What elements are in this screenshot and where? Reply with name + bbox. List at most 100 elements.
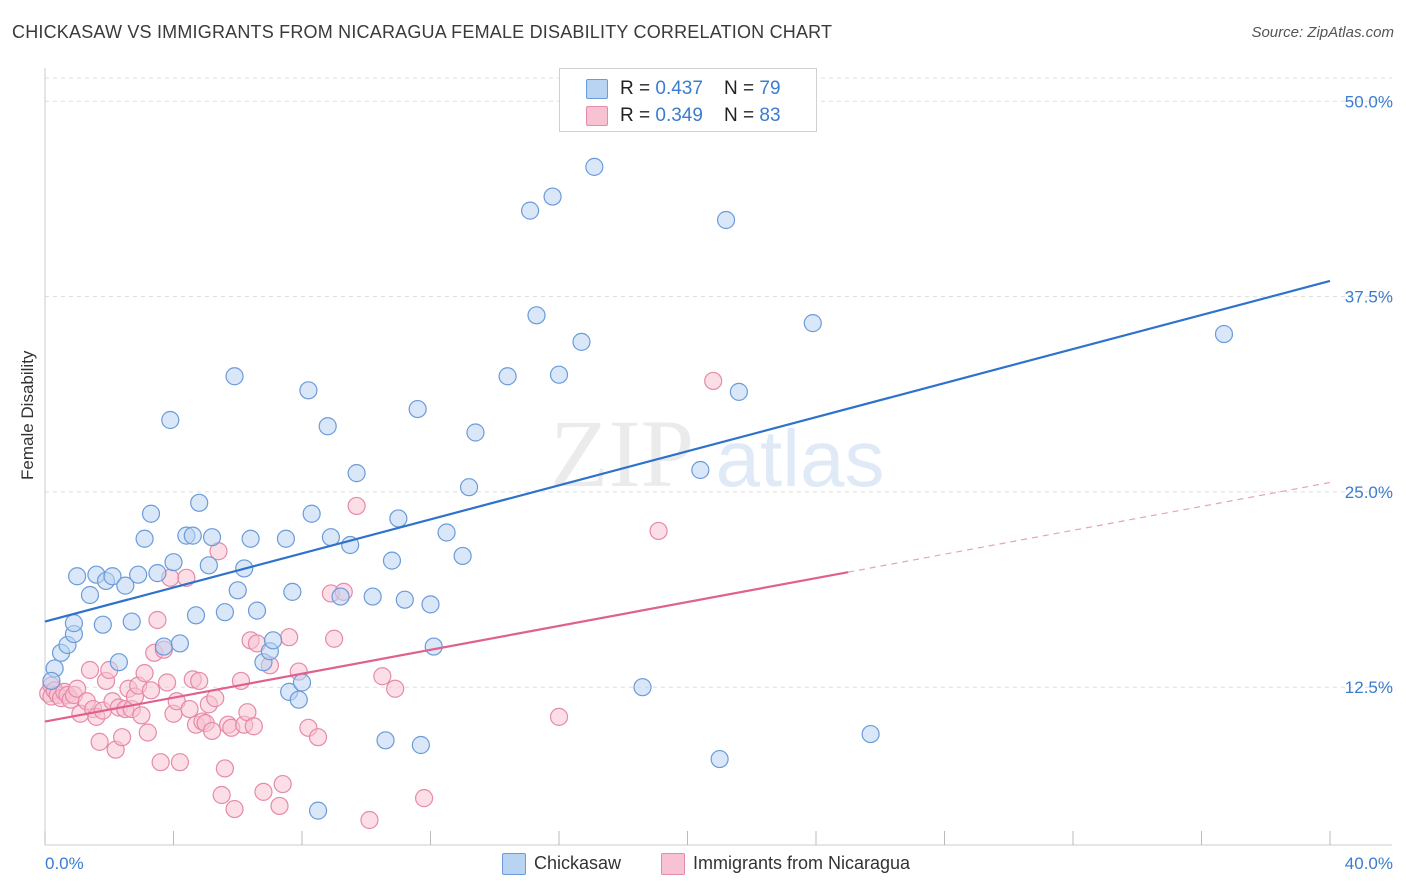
chickasaw-point (421, 595, 440, 614)
nicaragua-point (190, 671, 209, 691)
chickasaw-point (411, 735, 430, 755)
nicaragua-point (215, 759, 234, 778)
y-tick-label: 37.5% (1345, 288, 1393, 307)
nicaragua-point (135, 664, 154, 683)
watermark: ZIP atlas (550, 400, 884, 507)
y-axis-label: Female Disability (18, 350, 37, 480)
chickasaw-point (363, 587, 382, 606)
chickasaw-point (347, 464, 366, 483)
chickasaw-point (116, 576, 135, 595)
chickasaw-point (225, 367, 244, 386)
chickasaw-point (292, 673, 312, 692)
chickasaw-point (241, 529, 260, 548)
nicaragua-point (180, 699, 199, 719)
chickasaw-point (691, 460, 710, 480)
stats-box: R = 0.437 N = 79 R = 0.349 N = 83 (559, 68, 817, 132)
watermark-zip: ZIP (550, 400, 694, 507)
chickasaw-point (283, 582, 302, 601)
chickasaw-point (520, 201, 540, 220)
chickasaw-point (129, 565, 148, 584)
nicaragua-point (325, 629, 344, 648)
chickasaw-point (389, 509, 408, 528)
stats-swatch-pink (586, 106, 608, 126)
nicaragua-point (280, 628, 299, 647)
y-tick-label: 50.0% (1345, 92, 1393, 111)
chickasaw-point (141, 504, 161, 523)
y-tick-label: 12.5% (1345, 678, 1393, 697)
chickasaw-point (64, 614, 84, 633)
x-tick-label: 0.0% (45, 854, 84, 873)
chickasaw-point (263, 631, 283, 650)
trend-line-dashed (848, 481, 1331, 573)
chickasaw-point (148, 564, 167, 583)
axes (44, 68, 1392, 846)
chickasaw-point (318, 417, 337, 436)
stats-n-value: 79 (759, 78, 781, 99)
chickasaw-point (247, 601, 267, 620)
trend-line-solid (44, 571, 849, 723)
chickasaw-point (498, 367, 517, 386)
nicaragua-point (90, 732, 109, 751)
chickasaw-point (710, 749, 729, 769)
chickasaw-point (803, 314, 822, 333)
chickasaw-point (68, 567, 87, 586)
nicaragua-point (244, 717, 263, 736)
nicaragua-point (308, 728, 328, 747)
chickasaw-point (161, 410, 180, 430)
chickasaw-point (164, 553, 183, 572)
nicaragua-point (225, 799, 244, 819)
legend: Chickasaw Immigrants from Nicaragua (0, 852, 1406, 878)
chickasaw-point (190, 493, 209, 512)
chickasaw-point (376, 731, 395, 750)
chickasaw-point (103, 567, 122, 586)
x-tick-label: 40.0% (1345, 854, 1393, 873)
nicaragua-point (347, 496, 366, 516)
legend-swatch-pink (661, 853, 685, 875)
chickasaw-point (154, 637, 173, 656)
chickasaw-point (93, 615, 112, 634)
nicaragua-point (360, 810, 379, 830)
chickasaw-point (572, 332, 591, 351)
stats-n-label: N = (724, 78, 760, 99)
chickasaw-point (459, 478, 479, 497)
chickasaw-point (122, 612, 141, 631)
chickasaw-point (729, 382, 749, 401)
trend-line-solid (44, 279, 1331, 623)
nicaragua-point (549, 707, 569, 726)
nicaragua-point (206, 689, 225, 708)
chickasaw-point (109, 653, 128, 672)
watermark-atlas: atlas (716, 414, 885, 503)
chickasaw-point (308, 801, 328, 820)
stats-r-value: 0.437 (655, 78, 703, 99)
chickasaw-point (276, 529, 296, 548)
chickasaw-point (186, 606, 206, 625)
chickasaw-point (395, 590, 414, 609)
nicaragua-point (112, 728, 132, 747)
stats-r-label: R = (620, 78, 656, 99)
chickasaw-point (549, 365, 569, 384)
chickasaw-point (331, 587, 350, 606)
chickasaw-point (466, 423, 485, 442)
nicaragua-point (414, 789, 434, 808)
chickasaw-point (408, 399, 427, 419)
series-chickasaw-points (42, 157, 1234, 820)
chickasaw-point (215, 603, 234, 622)
chickasaw-point (633, 678, 652, 697)
nicaragua-point (386, 679, 405, 698)
stats-r-value: 0.349 (655, 105, 703, 126)
chickasaw-point (135, 529, 154, 548)
stats-swatch-blue (586, 79, 608, 99)
nicaragua-point (132, 706, 151, 725)
chickasaw-point (453, 546, 472, 566)
chickasaw-point (199, 556, 218, 575)
nicaragua-point (202, 721, 222, 741)
chickasaw-point (861, 724, 880, 744)
nicaragua-point (151, 753, 170, 772)
chickasaw-point (302, 504, 321, 523)
chickasaw-point (299, 381, 318, 400)
nicaragua-point (273, 774, 292, 794)
chickasaw-point (1214, 324, 1234, 344)
nicaragua-point (141, 681, 161, 700)
chickasaw-point (437, 523, 456, 542)
